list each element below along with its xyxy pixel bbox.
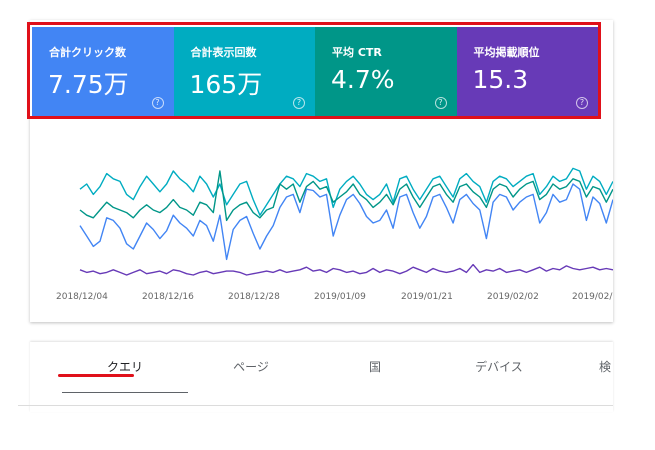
x-tick-label: 2019/02/02 [487,292,539,302]
x-tick-label: 2018/12/04 [56,292,108,302]
x-tick-label: 2018/12/28 [228,292,280,302]
tab-device[interactable]: デバイス [475,360,523,374]
metric-average-ctr[interactable]: 平均 CTR 4.7% ? [315,27,457,117]
metric-value: 165万 [189,70,263,99]
tab-page[interactable]: ページ [233,360,269,374]
metric-label: 合計クリック数 [49,46,126,59]
underline-annotation [58,374,134,377]
metric-total-impressions[interactable]: 合計表示回数 165万 ? [173,27,315,117]
x-tick-label: 2019/01/09 [314,292,366,302]
chart-svg [79,167,614,276]
metric-label: 合計表示回数 [190,46,257,59]
series-line-3 [79,263,614,276]
metric-value: 15.3 [472,65,529,94]
help-icon[interactable]: ? [151,97,164,109]
series-line-0 [79,183,614,261]
x-tick-label: 2019/02/ [572,292,613,302]
x-tick-label: 2018/12/16 [142,292,194,302]
help-icon[interactable]: ? [293,97,305,109]
metric-average-position[interactable]: 平均掲載順位 15.3 ? [456,27,598,117]
series-line-2 [79,170,614,222]
active-tab-indicator [62,392,188,393]
x-tick-label: 2019/01/21 [401,292,453,302]
divider [18,405,613,406]
tab-query[interactable]: クエリ [106,360,143,374]
dimension-tabs-card: クエリ ページ 国 デバイス 検 [30,342,613,412]
metric-label: 平均掲載順位 [473,46,540,59]
series-line-1 [79,167,614,216]
performance-chart [30,125,614,315]
tab-search-appearance[interactable]: 検 [598,360,611,374]
help-icon[interactable]: ? [576,97,588,109]
help-icon[interactable]: ? [434,97,447,109]
metric-label: 平均 CTR [332,46,382,59]
tab-country[interactable]: 国 [368,360,381,374]
metric-value: 4.7% [331,65,395,94]
metric-cards: 合計クリック数 7.75万 ? 合計表示回数 165万 ? 平均 CTR 4.7… [32,27,598,117]
metric-total-clicks[interactable]: 合計クリック数 7.75万 ? [32,27,174,117]
metric-value: 7.75万 [48,70,129,99]
